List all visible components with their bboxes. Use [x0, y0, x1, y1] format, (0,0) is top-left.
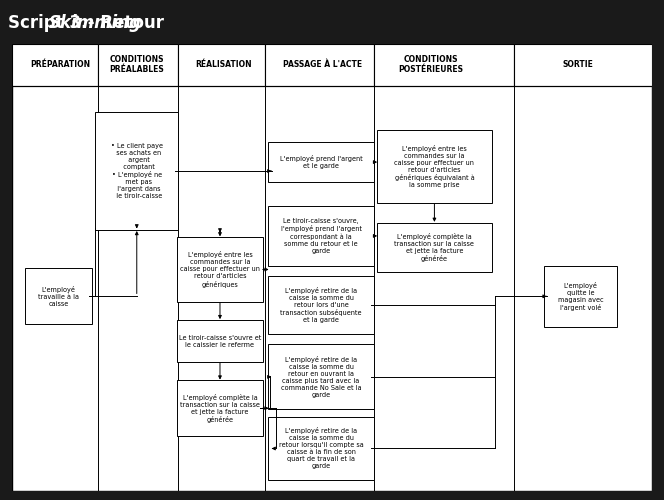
Text: L'employé entre les
commandes sur la
caisse pour effectuer un
retour d'articles
: L'employé entre les commandes sur la cai… [180, 252, 260, 288]
FancyBboxPatch shape [376, 130, 492, 204]
FancyBboxPatch shape [268, 344, 374, 410]
FancyBboxPatch shape [177, 380, 263, 436]
Text: L'employé retire de la
caisse la somme du
retour lorsqu'il compte sa
caisse à la: L'employé retire de la caisse la somme d… [279, 428, 363, 470]
FancyBboxPatch shape [268, 276, 374, 334]
Text: PRÉPARATION: PRÉPARATION [30, 60, 90, 70]
Bar [179, 44, 265, 86]
Bar [374, 44, 515, 86]
FancyBboxPatch shape [268, 206, 374, 266]
FancyBboxPatch shape [268, 417, 374, 480]
Text: CONDITIONS
PRÉALABLES: CONDITIONS PRÉALABLES [110, 55, 164, 74]
Text: PASSAGE À L'ACTE: PASSAGE À L'ACTE [283, 60, 362, 70]
Text: L'employé retire de la
caisse la somme du
retour lors d'une
transaction subséque: L'employé retire de la caisse la somme d… [280, 287, 362, 324]
Text: - Retour: - Retour [82, 14, 164, 32]
Bar [98, 44, 179, 86]
Text: L'employé complète la
transaction sur la caisse
et jette la facture
générée: L'employé complète la transaction sur la… [180, 394, 260, 423]
Text: L'employé
quitte le
magasin avec
l'argent volé: L'employé quitte le magasin avec l'argen… [558, 282, 603, 311]
Text: RÉALISATION: RÉALISATION [195, 60, 252, 70]
Bar [515, 44, 652, 86]
FancyBboxPatch shape [544, 266, 617, 326]
FancyBboxPatch shape [376, 222, 492, 272]
Text: L'employé entre les
commandes sur la
caisse pour effectuer un
retour d'articles
: L'employé entre les commandes sur la cai… [394, 145, 474, 188]
Text: SORTIE: SORTIE [563, 60, 594, 70]
FancyBboxPatch shape [177, 237, 263, 302]
Text: • Le client paye
  ses achats en
  argent
  comptant
• L'employé ne
  met pas
  : • Le client paye ses achats en argent co… [111, 143, 163, 199]
Text: Skimming: Skimming [49, 14, 142, 32]
FancyBboxPatch shape [25, 268, 92, 324]
Bar [12, 44, 98, 86]
Text: L'employé retire de la
caisse la somme du
retour en ouvrant la
caisse plus tard : L'employé retire de la caisse la somme d… [281, 356, 361, 398]
Text: Le tiroir-caisse s'ouvre,
l'employé prend l'argent
correspondant à la
somme du r: Le tiroir-caisse s'ouvre, l'employé pren… [281, 218, 362, 254]
FancyBboxPatch shape [177, 320, 263, 362]
Text: CONDITIONS
POSTÉRIEURES: CONDITIONS POSTÉRIEURES [398, 55, 463, 74]
Text: L'employé complète la
transaction sur la caisse
et jette la facture
générée: L'employé complète la transaction sur la… [394, 232, 474, 262]
FancyBboxPatch shape [95, 112, 179, 230]
Text: Script 3.: Script 3. [8, 14, 93, 32]
Text: Le tiroir-caisse s'ouvre et
le caissier le referme: Le tiroir-caisse s'ouvre et le caissier … [179, 334, 261, 347]
Text: L'employé
travaille à la
caisse: L'employé travaille à la caisse [38, 286, 79, 307]
Text: L'employé prend l'argent
et le garde: L'employé prend l'argent et le garde [280, 155, 363, 169]
Bar [265, 44, 374, 86]
FancyBboxPatch shape [268, 142, 374, 182]
